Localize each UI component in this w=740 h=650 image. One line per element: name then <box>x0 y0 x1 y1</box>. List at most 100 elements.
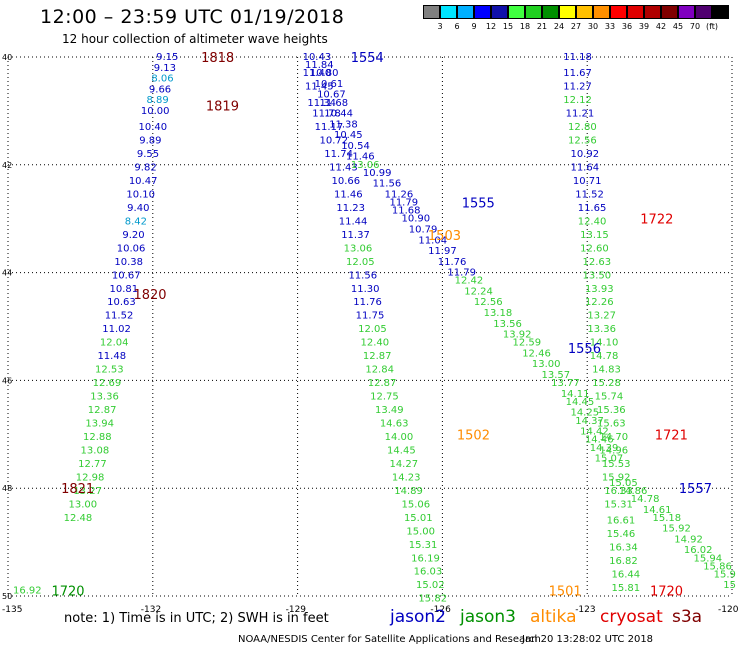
legend-altika: altika <box>530 607 577 627</box>
swh-value: 16.44 <box>611 569 640 580</box>
swh-value: 11.43 <box>329 162 358 173</box>
credit-text: NOAA/NESDIS Center for Satellite Applica… <box>238 634 541 645</box>
swh-value: 13.00 <box>68 499 97 510</box>
swh-value: 10.80 <box>310 68 339 79</box>
swh-value: 15.86 <box>703 561 732 572</box>
swh-value: 15.92 <box>602 472 631 483</box>
swh-value: 11.37 <box>341 230 370 241</box>
swh-value: 15.63 <box>597 419 626 430</box>
swh-value: 10.90 <box>402 214 431 225</box>
swh-value: 11.04 <box>418 235 447 246</box>
swh-value: 9.20 <box>122 230 144 241</box>
swh-value: 12.98 <box>76 472 105 483</box>
swh-value: 15.00 <box>406 526 435 537</box>
scale-swatch <box>678 5 695 19</box>
swh-value: 13.56 <box>493 319 522 330</box>
swh-value: 9.66 <box>149 84 171 95</box>
swh-value: 15.82 <box>418 594 447 605</box>
swh-value: 13.92 <box>503 330 532 341</box>
swh-value: 14.78 <box>631 494 660 505</box>
swh-value: 11.40 <box>303 68 332 79</box>
swh-value: 15.81 <box>611 583 640 594</box>
swh-value: 13.57 <box>542 370 571 381</box>
time-label: 1819 <box>206 100 239 115</box>
swh-value: 12.69 <box>93 378 122 389</box>
scale-swatch <box>644 5 661 19</box>
swh-value: 11.26 <box>385 189 414 200</box>
swh-value: 11.97 <box>428 246 457 257</box>
swh-value: 14.11 <box>561 389 590 400</box>
swh-value: 10.67 <box>112 270 141 281</box>
swh-value: 11.79 <box>447 268 476 279</box>
swh-value: 11.34 <box>307 98 336 109</box>
swh-value: 15.28 <box>592 378 621 389</box>
swh-value: 10.61 <box>315 79 344 90</box>
swh-value: 12.77 <box>78 459 107 470</box>
swh-value: 11.27 <box>563 82 592 93</box>
swh-value: 16.92 <box>13 586 42 597</box>
swh-value: 10.00 <box>141 106 170 117</box>
swh-value: 13.18 <box>484 308 513 319</box>
swh-value: 11.18 <box>563 52 592 63</box>
swh-value: 10.92 <box>570 149 599 160</box>
swh-value: 13.50 <box>583 270 612 281</box>
swh-value: 16.03 <box>414 567 443 578</box>
swh-value: 10.66 <box>332 176 361 187</box>
scale-swatch <box>508 5 525 19</box>
swh-value: 15.36 <box>597 405 626 416</box>
swh-value: 13.94 <box>85 419 114 430</box>
swh-value: 8.06 <box>151 74 173 85</box>
scale-label: 33 <box>604 22 616 31</box>
swh-value: 12.24 <box>464 286 493 297</box>
lat-tick-label: 40 <box>2 53 12 62</box>
swh-value: 15.07 <box>595 454 624 465</box>
swh-value: 11.46 <box>346 152 375 163</box>
footer-note: note: 1) Time is in UTC; 2) SWH is in fe… <box>64 611 329 626</box>
time-label: 1818 <box>201 51 234 66</box>
swh-value: 9.82 <box>134 162 156 173</box>
scale-label: 6 <box>454 22 460 31</box>
time-label: 1503 <box>428 229 461 244</box>
swh-value: 15.9 <box>714 569 736 580</box>
scale-label: 3 <box>437 22 443 31</box>
scale-swatch <box>576 5 593 19</box>
swh-value: 12.12 <box>563 95 592 106</box>
scale-swatch <box>542 5 559 19</box>
scale-swatch <box>593 5 610 19</box>
swh-value: 11.65 <box>578 203 607 214</box>
swh-value: 14.23 <box>392 472 421 483</box>
swh-value: 13.06 <box>351 160 380 171</box>
scale-label: 24 <box>553 22 565 31</box>
scale-label: 42 <box>655 22 667 31</box>
swh-value: 11.74 <box>324 149 353 160</box>
swh-value: 14.89 <box>394 486 423 497</box>
swh-value: 11.79 <box>389 198 418 209</box>
swh-value: 14.92 <box>674 534 703 545</box>
time-label: 1821 <box>61 482 94 497</box>
swh-value: 10.67 <box>317 90 346 101</box>
swh-value: 11.67 <box>563 68 592 79</box>
swh-value: 13.27 <box>73 486 102 497</box>
swh-value: 14.46 <box>585 435 614 446</box>
swh-value: 11.48 <box>97 351 126 362</box>
swh-value: 12.56 <box>474 297 503 308</box>
time-label: 1557 <box>679 482 712 497</box>
swh-value: 15.74 <box>595 392 624 403</box>
swh-value: 13.93 <box>585 284 614 295</box>
swh-value: 12.26 <box>585 297 614 308</box>
swh-value: 10.72 <box>319 136 348 147</box>
swh-value: 9.89 <box>139 136 161 147</box>
swh-value: 12.87 <box>88 405 117 416</box>
swh-value: 12.88 <box>83 432 112 443</box>
swh-value: 14.70 <box>599 432 628 443</box>
swh-value: 9.40 <box>127 203 149 214</box>
swh-value: 12.59 <box>513 338 542 349</box>
timestamp: Jan 20 13:28:02 UTC 2018 <box>522 634 654 645</box>
swh-value: 13.36 <box>90 392 119 403</box>
swh-value: 11.02 <box>102 324 131 335</box>
swh-value: 15.05 <box>609 478 638 489</box>
scale-label: 70 <box>689 22 701 31</box>
time-label: 1556 <box>568 342 601 357</box>
swh-value: 15.53 <box>602 459 631 470</box>
swh-value: 11.30 <box>351 284 380 295</box>
